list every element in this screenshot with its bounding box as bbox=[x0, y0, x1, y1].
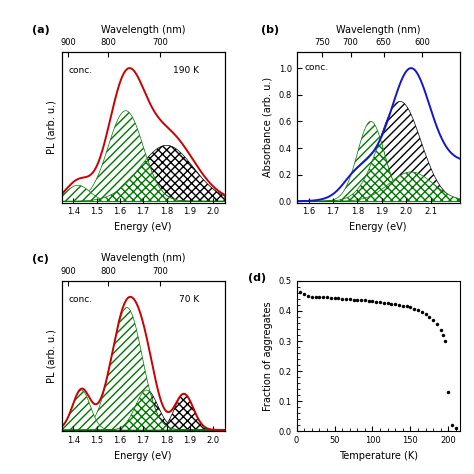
X-axis label: Wavelength (nm): Wavelength (nm) bbox=[336, 25, 420, 35]
Text: conc.: conc. bbox=[305, 63, 329, 72]
X-axis label: Energy (eV): Energy (eV) bbox=[114, 451, 172, 461]
Y-axis label: PL (arb. u.): PL (arb. u.) bbox=[46, 100, 56, 155]
Y-axis label: Fraction of aggregates: Fraction of aggregates bbox=[263, 301, 273, 411]
X-axis label: Wavelength (nm): Wavelength (nm) bbox=[101, 25, 185, 35]
Text: (b): (b) bbox=[261, 25, 279, 35]
Text: 70 K: 70 K bbox=[179, 295, 200, 304]
X-axis label: Energy (eV): Energy (eV) bbox=[114, 222, 172, 232]
Text: (d): (d) bbox=[247, 273, 266, 283]
Text: (a): (a) bbox=[32, 25, 50, 35]
X-axis label: Energy (eV): Energy (eV) bbox=[349, 222, 407, 232]
X-axis label: Temperature (K): Temperature (K) bbox=[339, 451, 418, 461]
Y-axis label: PL (arb. u.): PL (arb. u.) bbox=[46, 329, 56, 383]
Text: 190 K: 190 K bbox=[173, 66, 199, 75]
X-axis label: Wavelength (nm): Wavelength (nm) bbox=[101, 254, 185, 264]
Text: (c): (c) bbox=[32, 254, 49, 264]
Text: conc.: conc. bbox=[68, 66, 92, 75]
Y-axis label: Absorbance (arb. u.): Absorbance (arb. u.) bbox=[263, 77, 273, 177]
Text: conc.: conc. bbox=[68, 295, 92, 304]
